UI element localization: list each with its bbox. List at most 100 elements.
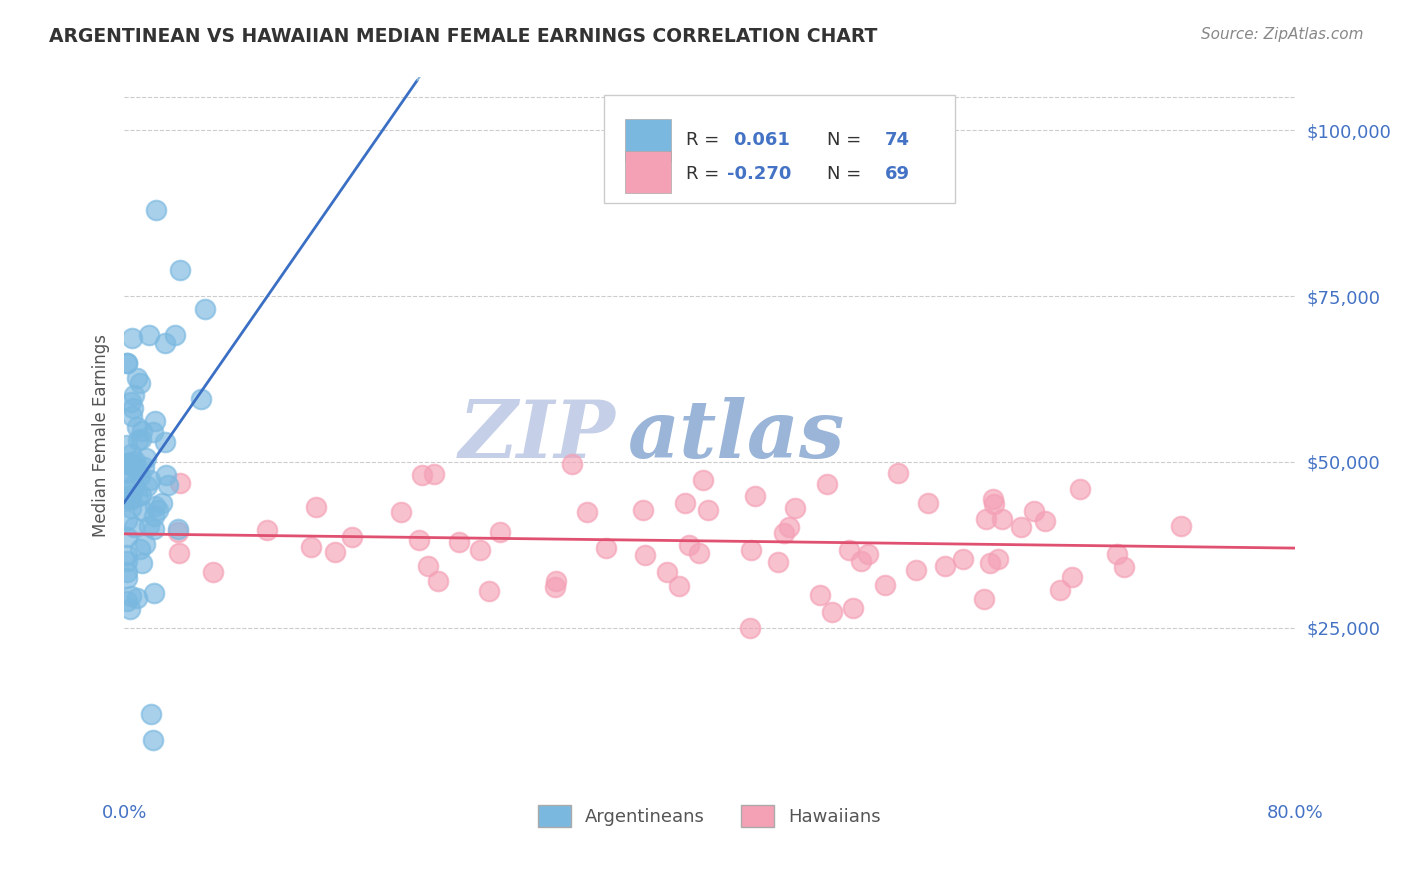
FancyBboxPatch shape [626, 151, 671, 194]
Point [808, 588, 831, 602]
Point [673, 496, 696, 510]
Point [115, 438, 138, 452]
Point [142, 585, 165, 599]
Text: Source: ZipAtlas.com: Source: ZipAtlas.com [1201, 27, 1364, 42]
Point [1114, 560, 1136, 574]
Point [167, 546, 190, 560]
Point [256, 523, 278, 537]
Point [139, 706, 162, 721]
Point [138, 327, 160, 342]
Point [134, 537, 156, 551]
Y-axis label: Median Female Earnings: Median Female Earnings [93, 334, 110, 537]
Point [934, 558, 956, 573]
Point [821, 605, 844, 619]
Point [115, 356, 138, 370]
Point [169, 262, 191, 277]
Text: atlas: atlas [627, 397, 845, 475]
Point [785, 501, 807, 516]
Point [124, 454, 146, 468]
Point [692, 473, 714, 487]
Point [117, 467, 139, 481]
Point [543, 580, 565, 594]
Point [1010, 520, 1032, 534]
Point [139, 473, 162, 487]
Text: 69: 69 [886, 165, 910, 183]
Text: -0.270: -0.270 [727, 165, 792, 183]
Point [120, 493, 142, 508]
Point [157, 477, 180, 491]
Point [153, 434, 176, 449]
Point [858, 547, 880, 561]
Point [842, 600, 865, 615]
Text: ARGENTINEAN VS HAWAIIAN MEDIAN FEMALE EARNINGS CORRELATION CHART: ARGENTINEAN VS HAWAIIAN MEDIAN FEMALE EA… [49, 27, 877, 45]
Point [167, 523, 190, 537]
Point [115, 553, 138, 567]
Point [122, 458, 145, 473]
Point [148, 503, 170, 517]
Point [815, 477, 838, 491]
Point [125, 370, 148, 384]
Point [120, 491, 142, 506]
Point [1033, 514, 1056, 528]
Point [323, 545, 346, 559]
Point [129, 433, 152, 447]
Point [697, 503, 720, 517]
Point [917, 496, 939, 510]
Point [979, 556, 1001, 570]
Point [129, 376, 152, 390]
Point [887, 467, 910, 481]
Point [117, 456, 139, 470]
Point [127, 489, 149, 503]
Point [115, 530, 138, 544]
Point [655, 566, 678, 580]
Point [128, 542, 150, 557]
Point [983, 498, 1005, 512]
Point [143, 499, 166, 513]
Point [411, 468, 433, 483]
Point [120, 602, 142, 616]
Point [121, 409, 143, 423]
Point [120, 395, 142, 409]
Point [190, 392, 212, 407]
Point [634, 549, 657, 563]
Point [120, 589, 142, 603]
Point [155, 467, 177, 482]
Point [138, 519, 160, 533]
Point [131, 503, 153, 517]
Point [744, 490, 766, 504]
Point [135, 479, 157, 493]
Point [132, 460, 155, 475]
Point [561, 457, 583, 471]
Point [120, 447, 142, 461]
Point [489, 524, 512, 539]
Point [305, 500, 328, 515]
Point [142, 425, 165, 440]
Text: R =: R = [686, 131, 725, 150]
Point [426, 574, 449, 589]
Point [127, 433, 149, 447]
Point [873, 578, 896, 592]
Point [1049, 582, 1071, 597]
Point [1170, 519, 1192, 533]
Point [849, 554, 872, 568]
Point [121, 331, 143, 345]
Point [129, 469, 152, 483]
Point [117, 565, 139, 579]
Point [167, 525, 190, 540]
Point [766, 555, 789, 569]
Point [1069, 482, 1091, 496]
Point [544, 574, 567, 589]
Point [1024, 504, 1046, 518]
Point [449, 535, 471, 549]
Point [122, 388, 145, 402]
Point [131, 556, 153, 570]
Point [163, 327, 186, 342]
Point [340, 530, 363, 544]
Point [125, 420, 148, 434]
Point [990, 512, 1012, 526]
Point [468, 543, 491, 558]
Point [595, 541, 617, 555]
Point [477, 583, 499, 598]
Point [201, 566, 224, 580]
Point [120, 500, 142, 515]
